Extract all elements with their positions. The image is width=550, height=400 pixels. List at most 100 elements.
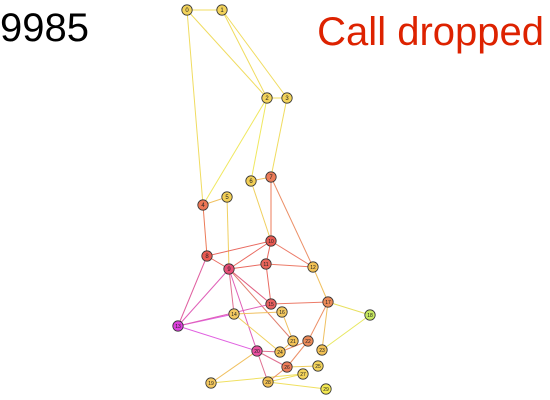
node-label: 17 xyxy=(325,300,331,306)
edge-12-17 xyxy=(312,266,329,303)
edge-28-29 xyxy=(267,381,327,390)
node-label: 2 xyxy=(265,96,269,102)
edge-1-2 xyxy=(221,9,268,99)
node-12: 12 xyxy=(307,261,319,273)
edge-3-7 xyxy=(270,97,288,178)
edge-27-28 xyxy=(267,373,304,383)
node-label: 7 xyxy=(269,175,273,181)
node-circle xyxy=(287,335,299,347)
edge-14-16 xyxy=(233,311,283,315)
node-circle xyxy=(307,261,319,273)
node-29: 29 xyxy=(320,383,332,395)
node-17: 17 xyxy=(322,296,334,308)
edge-17-18 xyxy=(327,301,371,316)
node-label: 6 xyxy=(249,179,253,185)
edge-11-12 xyxy=(265,263,314,268)
node-27: 27 xyxy=(297,368,309,380)
edge-layer xyxy=(177,9,371,390)
edge-13-15 xyxy=(177,303,272,327)
node-label: 28 xyxy=(265,380,271,386)
node-11: 11 xyxy=(260,258,272,270)
node-circle xyxy=(276,306,288,318)
node-circle xyxy=(274,346,286,358)
node-19: 19 xyxy=(205,377,217,389)
edge-8-13 xyxy=(177,255,208,327)
edge-9-21 xyxy=(228,268,294,342)
node-label: 19 xyxy=(208,381,214,387)
node-3: 3 xyxy=(281,92,293,104)
node-circle xyxy=(316,344,328,356)
node-circle xyxy=(223,263,235,275)
node-circle xyxy=(320,383,332,395)
node-label: 23 xyxy=(319,348,325,354)
node-circle xyxy=(364,309,376,321)
node-0: 0 xyxy=(181,4,193,16)
node-label: 12 xyxy=(310,265,316,271)
node-circle xyxy=(261,92,273,104)
node-label: 26 xyxy=(284,365,290,371)
node-4: 4 xyxy=(197,199,209,211)
node-circle xyxy=(262,376,274,388)
node-9: 9 xyxy=(223,263,235,275)
node-circle xyxy=(260,258,272,270)
edge-2-4 xyxy=(202,97,268,206)
edge-9-10 xyxy=(228,240,272,270)
node-label: 22 xyxy=(305,339,311,345)
node-circle xyxy=(221,191,233,203)
node-13: 13 xyxy=(172,320,184,332)
node-21: 21 xyxy=(287,335,299,347)
edge-2-6 xyxy=(250,97,268,182)
node-label: 4 xyxy=(201,203,205,209)
node-26: 26 xyxy=(281,361,293,373)
node-circle xyxy=(251,345,263,357)
node-18: 18 xyxy=(364,309,376,321)
node-circle xyxy=(245,175,257,187)
edge-8-10 xyxy=(206,240,272,257)
edge-9-11 xyxy=(228,263,267,270)
edge-19-20 xyxy=(210,350,258,384)
edge-0-2 xyxy=(186,9,268,99)
edge-14-24 xyxy=(233,313,281,353)
node-label: 10 xyxy=(268,239,274,245)
node-label: 18 xyxy=(367,313,373,319)
node-circle xyxy=(265,298,277,310)
edge-13-20 xyxy=(177,325,258,352)
node-28: 28 xyxy=(262,376,274,388)
node-circle xyxy=(281,361,293,373)
node-14: 14 xyxy=(228,308,240,320)
node-circle xyxy=(265,235,277,247)
node-label: 16 xyxy=(279,310,285,316)
node-circle xyxy=(297,368,309,380)
node-circle xyxy=(312,360,324,372)
node-24: 24 xyxy=(274,346,286,358)
node-8: 8 xyxy=(201,250,213,262)
node-label: 21 xyxy=(290,339,296,345)
node-label: 15 xyxy=(268,302,274,308)
edge-10-12 xyxy=(270,240,314,268)
node-label: 0 xyxy=(185,8,189,14)
node-label: 25 xyxy=(315,364,321,370)
node-label: 8 xyxy=(205,254,209,260)
node-16: 16 xyxy=(276,306,288,318)
edge-5-9 xyxy=(226,196,230,270)
node-label: 14 xyxy=(231,312,237,318)
edge-15-17 xyxy=(270,301,329,305)
node-7: 7 xyxy=(265,171,277,183)
node-label: 13 xyxy=(175,324,181,330)
node-label: 24 xyxy=(277,350,283,356)
edge-11-15 xyxy=(265,263,272,305)
node-25: 25 xyxy=(312,360,324,372)
edge-1-3 xyxy=(221,9,288,99)
edge-6-10 xyxy=(250,180,272,242)
node-circle xyxy=(265,171,277,183)
node-10: 10 xyxy=(265,235,277,247)
node-circle xyxy=(216,4,228,16)
node-5: 5 xyxy=(221,191,233,203)
node-label: 5 xyxy=(225,195,229,201)
node-label: 11 xyxy=(263,262,268,268)
node-circle xyxy=(201,250,213,262)
node-15: 15 xyxy=(265,298,277,310)
node-label: 20 xyxy=(254,349,260,355)
